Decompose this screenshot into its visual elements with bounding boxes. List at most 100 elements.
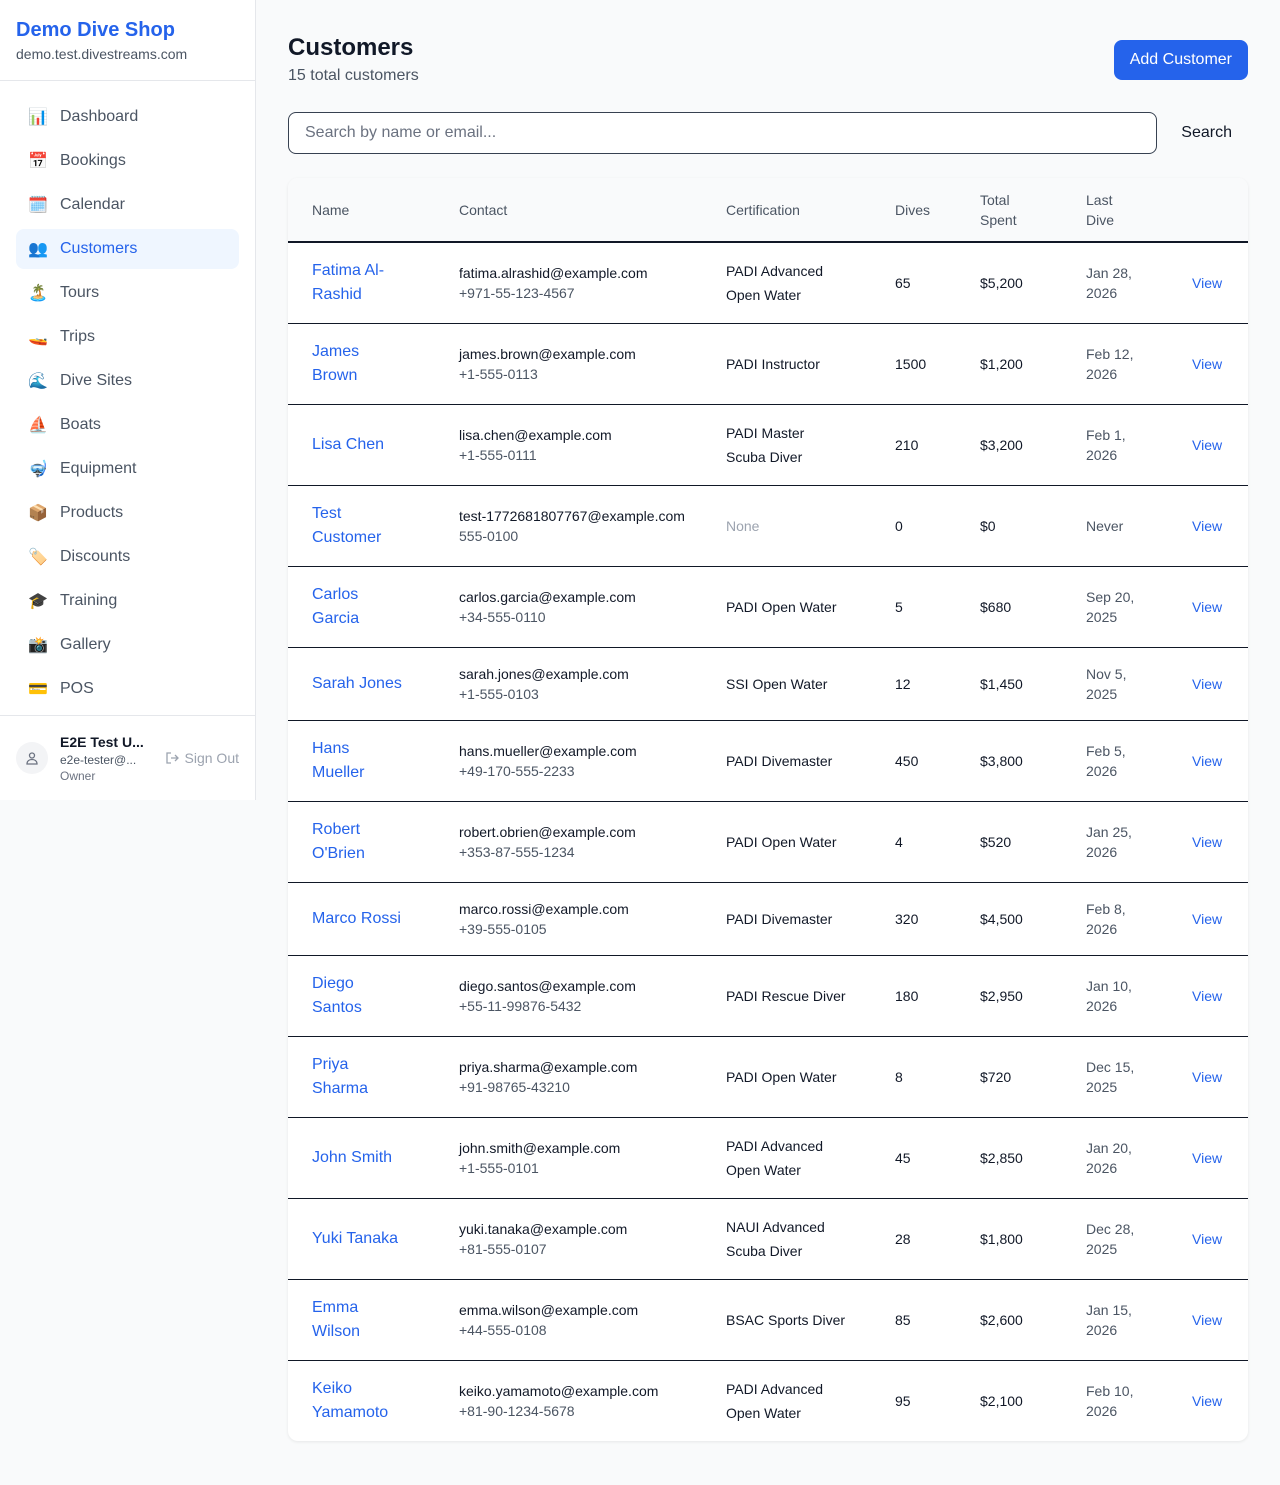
customer-total-spent: $4,500 — [980, 882, 1086, 956]
view-customer-link[interactable]: View — [1192, 1150, 1223, 1166]
products-icon: 📦 — [28, 505, 48, 522]
customer-phone: +1-555-0111 — [459, 447, 537, 463]
sidebar-item-trips[interactable]: 🚤 Trips — [16, 317, 239, 357]
add-customer-button[interactable]: Add Customer — [1113, 40, 1248, 80]
gallery-icon: 📸 — [28, 637, 48, 654]
customer-name-link[interactable]: Test Customer — [312, 505, 382, 546]
customer-name-link[interactable]: Diego Santos — [312, 975, 362, 1016]
view-customer-link[interactable]: View — [1192, 834, 1223, 850]
customer-name-link[interactable]: Marco Rossi — [312, 910, 401, 927]
customer-certification: None — [726, 518, 760, 534]
customer-name-link[interactable]: Sarah Jones — [312, 675, 402, 692]
customer-phone: 555-0100 — [459, 528, 519, 544]
table-row: Yuki Tanaka yuki.tanaka@example.com +81-5… — [288, 1198, 1248, 1280]
view-customer-link[interactable]: View — [1192, 1312, 1223, 1328]
customer-name-link[interactable]: John Smith — [312, 1149, 393, 1166]
sidebar-item-products[interactable]: 📦 Products — [16, 493, 239, 533]
customers-table: Name Contact Certification Dives Total Spent… — [288, 178, 1248, 1441]
customer-certification: PADI Advanced Open Water — [726, 1381, 824, 1421]
customer-phone: +91-98765-43210 — [459, 1079, 570, 1095]
customer-name-link[interactable]: Yuki Tanaka — [312, 1230, 398, 1247]
table-row: Priya Sharma priya.sharma@example.com +91… — [288, 1036, 1248, 1118]
view-customer-link[interactable]: View — [1192, 275, 1223, 291]
customer-name-link[interactable]: Emma Wilson — [312, 1299, 361, 1340]
customer-total-spent: $3,800 — [980, 720, 1086, 802]
view-customer-link[interactable]: View — [1192, 1393, 1223, 1409]
sidebar-item-customers[interactable]: 👥 Customers — [16, 229, 239, 269]
customer-dives: 65 — [895, 242, 980, 324]
customer-dives: 1500 — [895, 323, 980, 405]
table-row: Hans Mueller hans.mueller@example.com +49… — [288, 720, 1248, 802]
customer-name-link[interactable]: Lisa Chen — [312, 436, 385, 453]
customer-name-link[interactable]: Hans Mueller — [312, 740, 365, 781]
customer-email: john.smith@example.com — [459, 1140, 621, 1156]
sidebar-item-discounts[interactable]: 🏷️ Discounts — [16, 537, 239, 577]
view-customer-link[interactable]: View — [1192, 599, 1223, 615]
customer-total-spent: $0 — [980, 485, 1086, 567]
customer-total-spent: $680 — [980, 566, 1086, 648]
view-customer-link[interactable]: View — [1192, 676, 1223, 692]
sidebar-item-pos[interactable]: 💳 POS — [16, 669, 239, 709]
column-header: Total Spent — [980, 178, 1086, 243]
customer-certification: PADI Instructor — [726, 356, 820, 372]
customer-total-spent: $720 — [980, 1036, 1086, 1118]
sidebar-item-label: Training — [60, 592, 118, 609]
discounts-icon: 🏷️ — [28, 549, 48, 566]
customer-certification: PADI Open Water — [726, 599, 837, 615]
customer-name-link[interactable]: Robert O'Brien — [312, 821, 365, 862]
customer-dives: 85 — [895, 1279, 980, 1361]
table-row: Keiko Yamamoto keiko.yamamoto@example.co… — [288, 1361, 1248, 1442]
sidebar-item-boats[interactable]: ⛵ Boats — [16, 405, 239, 445]
customer-name-link[interactable]: Carlos Garcia — [312, 586, 360, 627]
customer-phone: +81-555-0107 — [459, 1241, 547, 1257]
sidebar-item-dive-sites[interactable]: 🌊 Dive Sites — [16, 361, 239, 401]
customer-email: priya.sharma@example.com — [459, 1059, 638, 1075]
customer-dives: 8 — [895, 1036, 980, 1118]
customer-last-dive: Jan 20, 2026 — [1086, 1140, 1132, 1176]
search-input[interactable] — [288, 112, 1158, 154]
customer-name-link[interactable]: Priya Sharma — [312, 1056, 369, 1097]
customer-email: carlos.garcia@example.com — [459, 589, 636, 605]
customer-last-dive: Never — [1086, 518, 1124, 534]
view-customer-link[interactable]: View — [1192, 988, 1223, 1004]
customer-total-spent: $1,200 — [980, 323, 1086, 405]
view-customer-link[interactable]: View — [1192, 911, 1223, 927]
customer-email: emma.wilson@example.com — [459, 1302, 639, 1318]
customer-total-spent: $2,850 — [980, 1117, 1086, 1199]
view-customer-link[interactable]: View — [1192, 1069, 1223, 1085]
sidebar-item-bookings[interactable]: 📅 Bookings — [16, 141, 239, 181]
sidebar-item-equipment[interactable]: 🤿 Equipment — [16, 449, 239, 489]
sidebar-item-training[interactable]: 🎓 Training — [16, 581, 239, 621]
sidebar-item-gallery[interactable]: 📸 Gallery — [16, 625, 239, 665]
customer-dives: 320 — [895, 882, 980, 956]
table-row: Marco Rossi marco.rossi@example.com +39-5… — [288, 882, 1248, 956]
view-customer-link[interactable]: View — [1192, 753, 1223, 769]
customer-name-link[interactable]: Keiko Yamamoto — [312, 1380, 389, 1421]
user-avatar-icon — [16, 742, 48, 774]
sidebar-nav: 📊 Dashboard 📅 Bookings 🗓️ Calendar 👥 Customers 🏝… — [0, 81, 255, 709]
view-customer-link[interactable]: View — [1192, 1231, 1223, 1247]
user-panel: E2E Test U... e2e-tester@... Owner Sign … — [0, 715, 255, 800]
customer-last-dive: Dec 28, 2025 — [1086, 1221, 1135, 1257]
sidebar-item-label: Dive Sites — [60, 372, 133, 389]
user-role: Owner — [60, 769, 96, 783]
search-button[interactable]: Search — [1157, 124, 1248, 142]
view-customer-link[interactable]: View — [1192, 518, 1223, 534]
main-content: Customers 15 total customers Add Custome… — [288, 32, 1248, 1441]
sidebar-item-dashboard[interactable]: 📊 Dashboard — [16, 97, 239, 137]
customer-dives: 28 — [895, 1198, 980, 1280]
customer-last-dive: Nov 5, 2025 — [1086, 666, 1127, 702]
search-bar: Search — [288, 112, 1248, 154]
customer-certification: PADI Advanced Open Water — [726, 263, 824, 303]
customer-name-link[interactable]: Fatima Al-Rashid — [312, 262, 385, 303]
customer-name-link[interactable]: James Brown — [312, 343, 360, 384]
customer-certification: BSAC Sports Diver — [726, 1312, 846, 1328]
view-customer-link[interactable]: View — [1192, 437, 1223, 453]
sign-out-button[interactable]: Sign Out — [165, 750, 239, 766]
customer-certification: PADI Divemaster — [726, 911, 833, 927]
customer-last-dive: Feb 10, 2026 — [1086, 1383, 1134, 1419]
view-customer-link[interactable]: View — [1192, 356, 1223, 372]
sidebar-item-calendar[interactable]: 🗓️ Calendar — [16, 185, 239, 225]
shop-name[interactable]: Demo Dive Shop — [16, 19, 175, 41]
sidebar-item-tours[interactable]: 🏝️ Tours — [16, 273, 239, 313]
